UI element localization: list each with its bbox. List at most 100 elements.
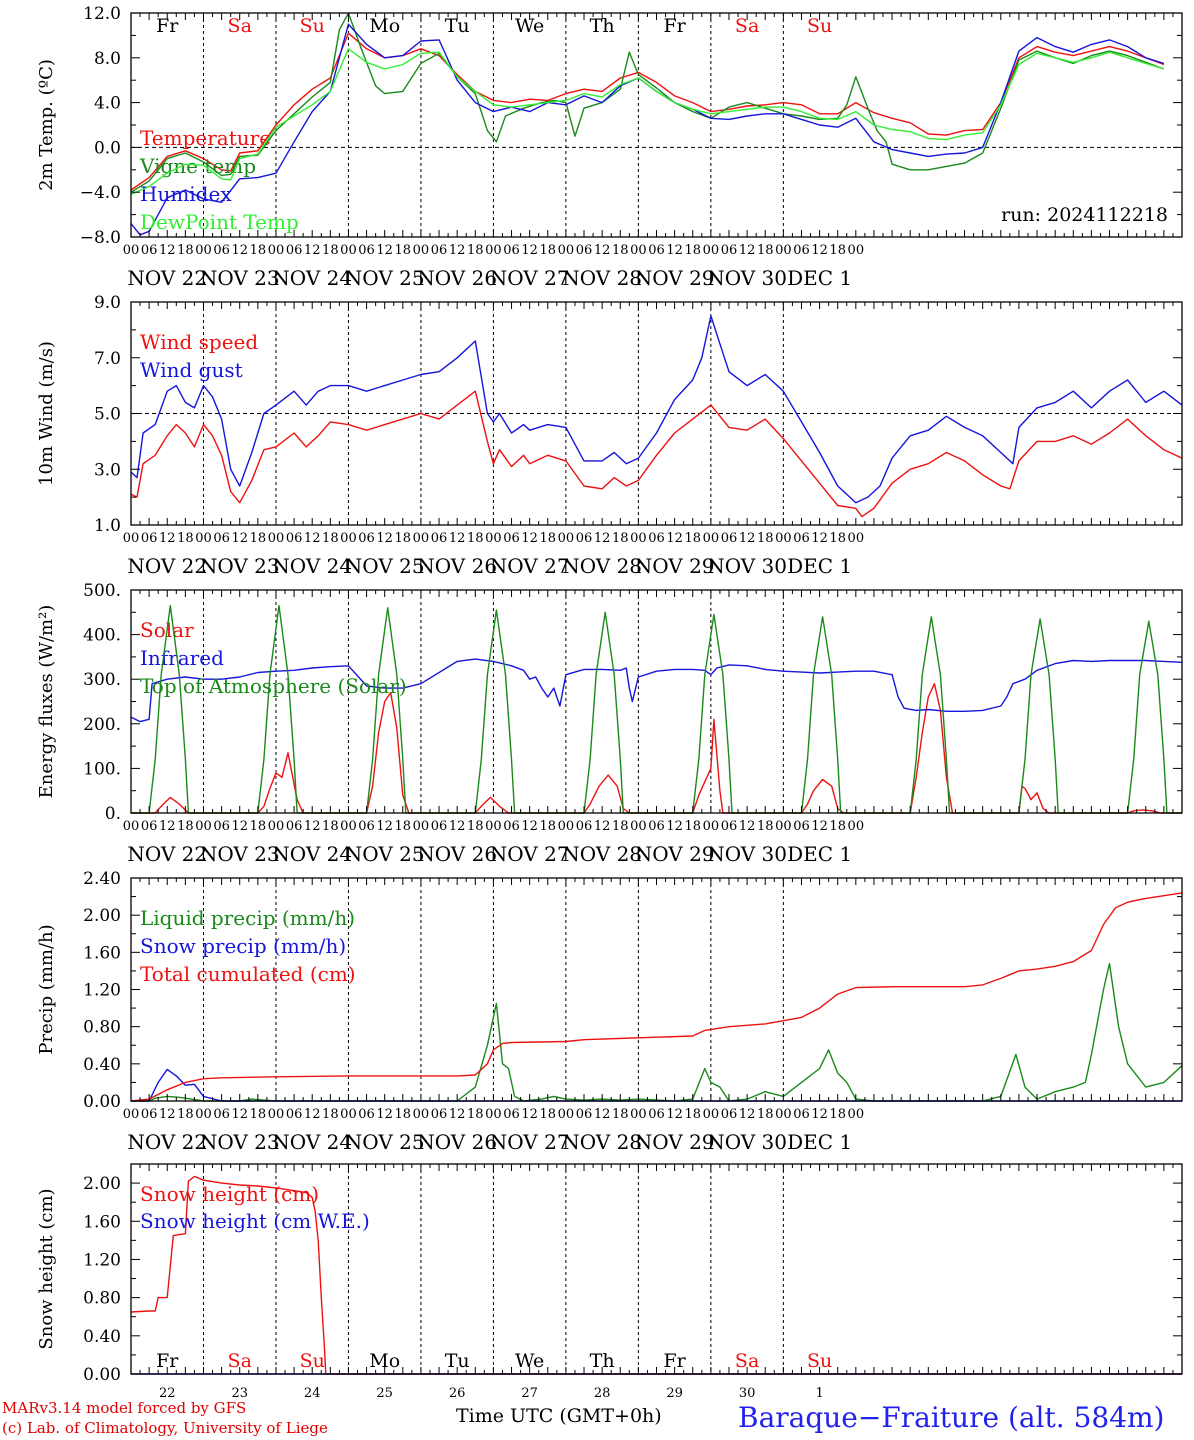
hour-tick-label: 18 — [322, 243, 339, 258]
hour-tick-label: 18 — [322, 1107, 339, 1122]
station-name: Baraque−Fraiture (alt. 584m) — [738, 1401, 1165, 1434]
hour-tick-label: 18 — [757, 243, 774, 258]
weekday-label: Mo — [369, 1350, 400, 1372]
y-tick-label: 5.0 — [94, 405, 121, 425]
hour-tick-label: 12 — [666, 1107, 683, 1122]
day-label: NOV 30 — [707, 554, 787, 578]
hour-tick-label: 12 — [739, 243, 756, 258]
hour-tick-label: 18 — [829, 531, 846, 546]
hour-tick-label: 06 — [431, 243, 448, 258]
y-tick-label: −8.0 — [80, 228, 121, 248]
hour-tick-label: 12 — [811, 531, 828, 546]
hour-tick-label: 18 — [612, 243, 629, 258]
hour-tick-label: 00 — [558, 243, 575, 258]
y-tick-label: 0.00 — [83, 1092, 121, 1112]
hour-tick-label: 18 — [322, 531, 339, 546]
y-tick-label: 200. — [83, 715, 121, 735]
day-label: NOV 26 — [417, 266, 497, 290]
hour-tick-label: 06 — [286, 819, 303, 834]
hour-tick-label: 00 — [558, 1107, 575, 1122]
weekday-label: Sa — [228, 15, 252, 37]
weekday-label: We — [515, 1350, 544, 1372]
y-tick-label: 300. — [83, 670, 121, 690]
hour-tick-label: 00 — [558, 819, 575, 834]
hour-tick-label: 00 — [848, 1107, 865, 1122]
legend-entry: Wind speed — [140, 330, 258, 354]
hour-tick-label: 06 — [431, 819, 448, 834]
day-label: NOV 25 — [345, 266, 425, 290]
hour-tick-label: 12 — [231, 819, 248, 834]
day-label: NOV 23 — [200, 842, 280, 866]
run-annotation: run: 2024112218 — [1001, 204, 1168, 226]
hour-tick-label: 12 — [231, 243, 248, 258]
hour-tick-label: 18 — [757, 1107, 774, 1122]
hour-tick-label: 18 — [540, 1107, 557, 1122]
hour-tick-label: 18 — [684, 819, 701, 834]
hour-tick-label: 18 — [757, 819, 774, 834]
hour-tick-label: 06 — [648, 531, 665, 546]
hour-tick-label: 12 — [304, 531, 321, 546]
day-label: NOV 28 — [562, 1130, 642, 1154]
hour-tick-label: 12 — [159, 1107, 176, 1122]
series-line-1 — [131, 683, 1182, 814]
weekday-label: Su — [807, 1350, 832, 1372]
y-tick-label: −4.0 — [80, 183, 121, 203]
legend-entry: Snow precip (mm/h) — [140, 934, 346, 958]
day-label: DEC 1 — [787, 554, 852, 578]
y-tick-label: 7.0 — [94, 349, 121, 369]
hour-tick-label: 18 — [177, 819, 194, 834]
y-tick-label: 0. — [105, 804, 121, 824]
day-number-label: 30 — [739, 1386, 756, 1401]
hour-tick-label: 00 — [775, 1107, 792, 1122]
hour-tick-label: 12 — [159, 243, 176, 258]
hour-tick-label: 18 — [684, 1107, 701, 1122]
hour-tick-label: 18 — [540, 819, 557, 834]
hour-tick-label: 00 — [413, 243, 430, 258]
hour-tick-label: 06 — [213, 819, 230, 834]
hour-tick-label: 18 — [467, 531, 484, 546]
hour-tick-label: 06 — [286, 1107, 303, 1122]
hour-tick-label: 06 — [503, 531, 520, 546]
y-tick-label: 0.80 — [83, 1289, 121, 1309]
day-label: NOV 24 — [272, 266, 352, 290]
weekday-label: Fr — [663, 15, 686, 37]
hour-tick-label: 06 — [503, 243, 520, 258]
day-label: NOV 28 — [562, 554, 642, 578]
day-label: NOV 30 — [707, 1130, 787, 1154]
hour-tick-label: 12 — [521, 243, 538, 258]
hour-tick-label: 18 — [684, 531, 701, 546]
series-line-1 — [130, 32, 1165, 191]
day-label: NOV 27 — [490, 266, 570, 290]
day-label: NOV 29 — [635, 554, 715, 578]
day-label: NOV 23 — [200, 554, 280, 578]
hour-tick-label: 12 — [449, 531, 466, 546]
day-label: NOV 28 — [562, 842, 642, 866]
day-number-label: 23 — [231, 1386, 248, 1401]
hour-tick-label: 12 — [521, 1107, 538, 1122]
hour-tick-label: 00 — [485, 819, 502, 834]
hour-tick-label: 18 — [612, 819, 629, 834]
y-tick-label: 2.00 — [83, 1174, 121, 1194]
y-tick-label: 1.0 — [94, 516, 121, 536]
hour-tick-label: 12 — [376, 531, 393, 546]
hour-tick-label: 00 — [413, 1107, 430, 1122]
hour-tick-label: 18 — [395, 1107, 412, 1122]
hour-tick-label: 06 — [793, 1107, 810, 1122]
hour-tick-label: 18 — [757, 531, 774, 546]
day-label: DEC 1 — [787, 1130, 852, 1154]
hour-tick-label: 06 — [358, 243, 375, 258]
hour-tick-label: 18 — [250, 243, 267, 258]
hour-tick-label: 06 — [358, 819, 375, 834]
hour-tick-label: 12 — [739, 1107, 756, 1122]
y-tick-label: 4.0 — [94, 94, 121, 114]
hour-tick-label: 06 — [286, 531, 303, 546]
hour-tick-label: 00 — [485, 531, 502, 546]
day-label: NOV 27 — [490, 554, 570, 578]
weekday-label: Tu — [445, 1350, 470, 1372]
hour-tick-label: 06 — [793, 819, 810, 834]
hour-tick-label: 06 — [141, 531, 158, 546]
hour-tick-label: 00 — [775, 531, 792, 546]
y-tick-label: 8.0 — [94, 49, 121, 69]
time-axis-label: Time UTC (GMT+0h) — [456, 1405, 662, 1427]
